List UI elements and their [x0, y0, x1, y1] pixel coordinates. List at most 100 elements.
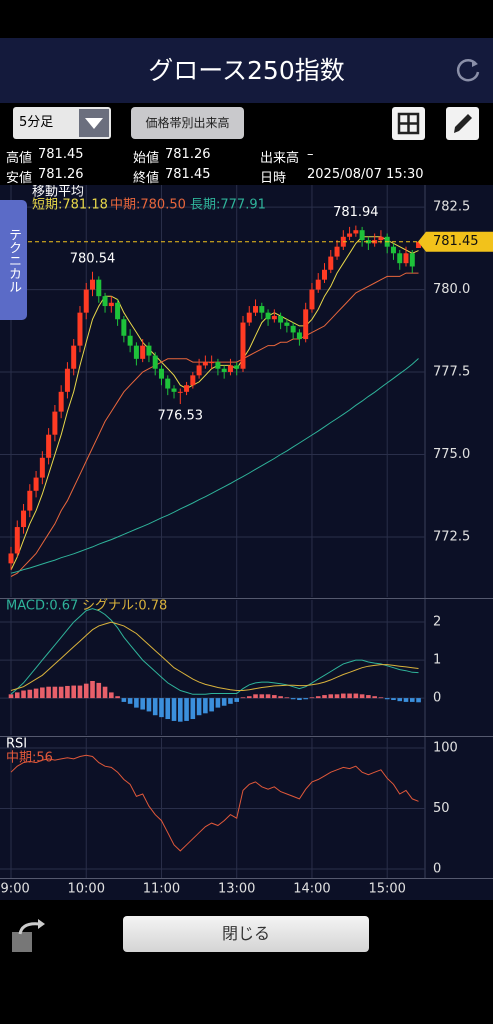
histogram-bar: [190, 698, 196, 720]
candle-body: [14, 527, 20, 554]
y-tick-label: 780.0: [433, 282, 470, 297]
candle-body: [397, 253, 403, 264]
candle-body: [152, 355, 158, 369]
candle-body: [416, 241, 422, 249]
candle-body: [209, 362, 215, 364]
histogram-bar: [134, 698, 139, 708]
histogram-bar: [378, 697, 384, 699]
header: グロース250指数: [0, 38, 493, 103]
histogram-bar: [171, 698, 177, 721]
candle-body: [171, 388, 177, 392]
candle-body: [102, 296, 108, 307]
candle-body: [96, 279, 102, 297]
histogram-bar: [328, 694, 334, 699]
series-line: [10, 608, 419, 695]
histogram-bar: [322, 695, 327, 699]
histogram-bar: [127, 698, 133, 704]
candle-body: [177, 391, 183, 393]
candle-body: [265, 312, 271, 320]
candle-body: [127, 335, 133, 346]
candle-body: [108, 302, 114, 307]
histogram-bar: [359, 694, 365, 699]
histogram-bar: [366, 695, 371, 699]
histogram-bar: [115, 696, 120, 699]
histogram-bar: [46, 686, 51, 699]
x-tick-label: 14:00: [293, 882, 330, 897]
volume-profile-button[interactable]: 価格帯別出来高: [131, 107, 244, 139]
histogram-bar: [265, 694, 271, 699]
info-value: 781.45: [165, 167, 211, 182]
title: グロース250指数: [148, 56, 345, 85]
y-tick-label: 777.5: [433, 365, 470, 380]
histogram-bar: [384, 698, 390, 700]
candle-body: [21, 510, 27, 528]
info-value: 781.45: [38, 147, 84, 162]
dropdown-arrow: [79, 109, 109, 137]
candle-body: [359, 230, 365, 241]
y-tick-label: 772.5: [433, 529, 470, 544]
y-tick-label: 1: [433, 653, 441, 668]
candle-body: [115, 302, 121, 320]
histogram-bar: [77, 685, 83, 699]
candle-body: [290, 325, 296, 333]
annotation: 776.53: [158, 409, 204, 424]
layout-icon[interactable]: [391, 106, 426, 141]
histogram-bar: [240, 697, 246, 699]
histogram-bar: [21, 690, 26, 699]
candle-body: [253, 306, 259, 313]
candle-body: [121, 319, 127, 336]
candle-body: [221, 368, 227, 373]
interval-dropdown[interactable]: 5分足: [13, 107, 111, 139]
histogram-bar: [309, 697, 315, 699]
candle-body: [140, 345, 146, 359]
candle-body: [64, 368, 70, 392]
legend-entry: 短期:781.18: [32, 198, 108, 213]
candle-body: [296, 332, 302, 340]
y-tick-label: 100: [433, 741, 458, 756]
candle-body: [158, 368, 164, 379]
histogram-bar: [246, 696, 252, 699]
histogram-bar: [152, 698, 158, 716]
candle-body: [202, 362, 208, 366]
candle-body: [227, 365, 233, 373]
histogram-bar: [58, 686, 64, 699]
candle-body: [133, 345, 139, 359]
histogram-bar: [278, 696, 283, 699]
candle-body: [284, 322, 290, 326]
candle-body: [39, 457, 45, 478]
close-button[interactable]: 閉じる: [123, 916, 369, 952]
histogram-bar: [121, 698, 127, 702]
rotate-icon[interactable]: [10, 918, 48, 954]
y-tick-label: 0: [433, 691, 441, 706]
histogram-bar: [40, 687, 45, 699]
legend-entry: シグナル:0.78: [82, 599, 167, 614]
histogram-bar: [416, 698, 421, 703]
info-label: 始値: [133, 151, 160, 166]
candle-body: [234, 365, 240, 369]
legend-entry: 長期:777.91: [190, 198, 266, 213]
refresh-icon[interactable]: [452, 54, 484, 86]
histogram-bar: [140, 698, 145, 710]
last-price-tag: [418, 231, 493, 252]
histogram-bar: [234, 698, 240, 702]
candle-body: [347, 233, 353, 237]
x-tick-label: 13:00: [218, 882, 255, 897]
histogram-bar: [27, 689, 33, 699]
technical-tab[interactable]: テクニカル: [0, 200, 27, 320]
info-label: 日時: [260, 171, 287, 186]
histogram-bar: [290, 698, 296, 700]
y-tick-label: 50: [433, 801, 450, 816]
histogram-bar: [372, 696, 377, 699]
candle-body: [46, 434, 52, 458]
histogram-bar: [184, 698, 189, 721]
series-line: [10, 272, 419, 577]
histogram-bar: [403, 698, 409, 702]
candle-body: [271, 315, 277, 320]
candle-body: [190, 375, 196, 386]
candle-body: [77, 312, 83, 346]
legend-entry: 中期:56: [6, 751, 53, 766]
candle-body: [146, 345, 152, 356]
histogram-bar: [203, 698, 208, 714]
candle-body: [33, 477, 39, 491]
draw-icon[interactable]: [445, 106, 480, 141]
